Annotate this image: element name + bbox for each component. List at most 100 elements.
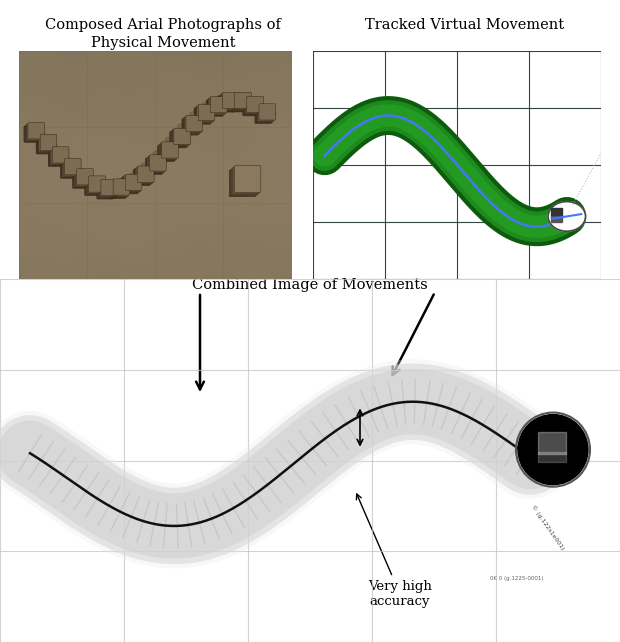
Ellipse shape	[244, 98, 258, 104]
Ellipse shape	[80, 175, 94, 180]
Ellipse shape	[92, 180, 106, 186]
FancyBboxPatch shape	[85, 179, 101, 196]
Ellipse shape	[177, 123, 191, 129]
Circle shape	[518, 415, 588, 485]
FancyBboxPatch shape	[89, 176, 105, 192]
Ellipse shape	[226, 94, 239, 100]
FancyBboxPatch shape	[161, 143, 177, 159]
Text: 0€ 0 (g.1225-0001): 0€ 0 (g.1225-0001)	[490, 576, 544, 581]
FancyBboxPatch shape	[112, 180, 128, 196]
FancyBboxPatch shape	[133, 169, 150, 186]
FancyBboxPatch shape	[39, 135, 55, 152]
Text: Composed Arial Photographs of: Composed Arial Photographs of	[45, 18, 281, 32]
Ellipse shape	[262, 110, 276, 116]
Text: Very high
accuracy: Very high accuracy	[356, 494, 432, 608]
FancyBboxPatch shape	[73, 172, 89, 188]
FancyBboxPatch shape	[97, 183, 113, 199]
FancyBboxPatch shape	[218, 96, 235, 112]
FancyBboxPatch shape	[172, 130, 189, 146]
FancyBboxPatch shape	[146, 159, 162, 175]
Ellipse shape	[184, 117, 197, 123]
FancyBboxPatch shape	[194, 108, 211, 124]
Ellipse shape	[99, 181, 112, 187]
Circle shape	[548, 202, 585, 231]
FancyBboxPatch shape	[162, 142, 179, 158]
FancyBboxPatch shape	[24, 126, 40, 143]
FancyBboxPatch shape	[149, 155, 166, 171]
Ellipse shape	[165, 137, 179, 143]
FancyBboxPatch shape	[257, 105, 274, 121]
Ellipse shape	[38, 136, 51, 142]
FancyBboxPatch shape	[60, 162, 77, 178]
FancyBboxPatch shape	[125, 174, 142, 191]
FancyBboxPatch shape	[247, 96, 264, 112]
FancyBboxPatch shape	[98, 182, 115, 198]
Ellipse shape	[135, 168, 148, 173]
FancyBboxPatch shape	[148, 156, 165, 172]
FancyBboxPatch shape	[135, 168, 151, 184]
FancyBboxPatch shape	[232, 94, 249, 111]
FancyBboxPatch shape	[50, 149, 66, 165]
FancyBboxPatch shape	[195, 107, 212, 123]
FancyBboxPatch shape	[36, 138, 53, 154]
Ellipse shape	[202, 102, 215, 108]
FancyBboxPatch shape	[246, 98, 262, 114]
FancyBboxPatch shape	[219, 95, 236, 111]
Ellipse shape	[25, 125, 39, 130]
Ellipse shape	[56, 155, 69, 160]
FancyBboxPatch shape	[64, 159, 81, 175]
FancyBboxPatch shape	[182, 119, 198, 135]
FancyBboxPatch shape	[159, 144, 175, 160]
Ellipse shape	[153, 150, 167, 156]
FancyBboxPatch shape	[210, 97, 227, 113]
Ellipse shape	[68, 166, 82, 171]
FancyBboxPatch shape	[27, 124, 43, 140]
FancyBboxPatch shape	[86, 178, 103, 195]
FancyBboxPatch shape	[124, 175, 141, 191]
FancyBboxPatch shape	[101, 179, 118, 196]
FancyBboxPatch shape	[231, 96, 247, 112]
Ellipse shape	[190, 112, 203, 117]
FancyBboxPatch shape	[48, 150, 65, 166]
FancyBboxPatch shape	[62, 161, 78, 177]
Ellipse shape	[214, 96, 228, 101]
FancyBboxPatch shape	[113, 179, 130, 195]
FancyBboxPatch shape	[25, 125, 42, 141]
FancyBboxPatch shape	[87, 177, 104, 193]
FancyBboxPatch shape	[231, 168, 257, 195]
Ellipse shape	[129, 173, 143, 178]
FancyBboxPatch shape	[121, 178, 138, 194]
FancyBboxPatch shape	[174, 128, 190, 144]
Ellipse shape	[141, 162, 154, 168]
FancyBboxPatch shape	[198, 105, 215, 121]
FancyBboxPatch shape	[230, 169, 257, 196]
FancyBboxPatch shape	[233, 94, 250, 110]
FancyBboxPatch shape	[138, 166, 154, 182]
FancyBboxPatch shape	[123, 177, 139, 193]
FancyBboxPatch shape	[37, 137, 54, 153]
FancyBboxPatch shape	[74, 171, 91, 187]
Ellipse shape	[238, 96, 252, 101]
FancyBboxPatch shape	[63, 160, 80, 176]
FancyBboxPatch shape	[28, 123, 45, 139]
Text: Physical Movement: Physical Movement	[91, 36, 235, 50]
Ellipse shape	[123, 176, 136, 182]
FancyBboxPatch shape	[100, 180, 116, 196]
Text: © (g.122s1e001): © (g.122s1e001)	[530, 504, 565, 551]
Ellipse shape	[104, 182, 118, 187]
FancyBboxPatch shape	[109, 182, 126, 198]
FancyBboxPatch shape	[40, 134, 57, 151]
FancyBboxPatch shape	[221, 94, 238, 110]
FancyBboxPatch shape	[185, 117, 202, 133]
FancyBboxPatch shape	[208, 99, 224, 115]
FancyBboxPatch shape	[171, 130, 188, 147]
FancyBboxPatch shape	[256, 106, 273, 122]
Ellipse shape	[110, 180, 124, 186]
Text: Tracked Virtual Movement: Tracked Virtual Movement	[365, 18, 565, 32]
Ellipse shape	[62, 160, 76, 166]
FancyBboxPatch shape	[232, 168, 259, 194]
FancyBboxPatch shape	[244, 99, 261, 115]
Ellipse shape	[147, 157, 161, 162]
FancyBboxPatch shape	[75, 170, 92, 186]
FancyBboxPatch shape	[184, 117, 200, 134]
